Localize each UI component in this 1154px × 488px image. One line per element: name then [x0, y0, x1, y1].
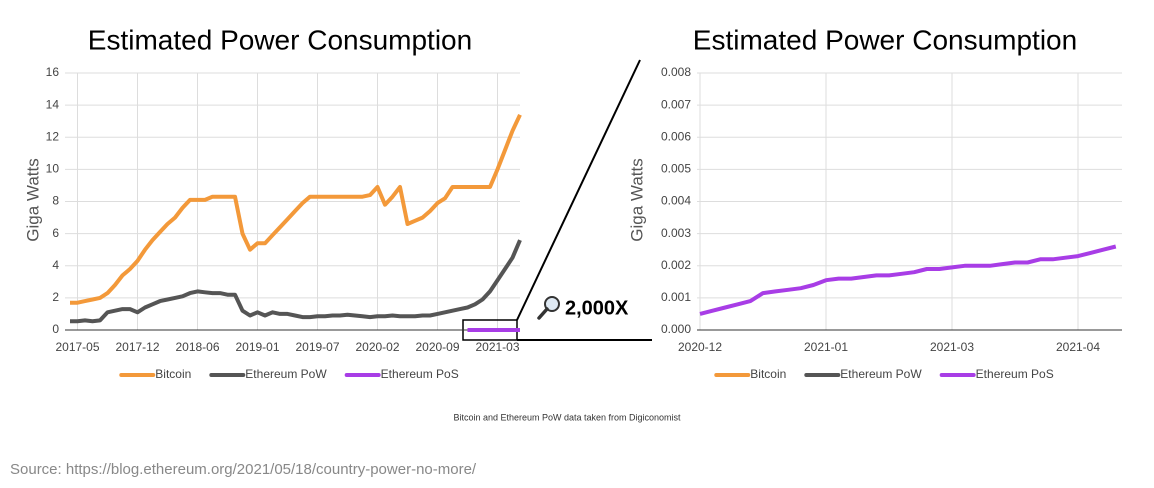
x-tick-label: 2019-07: [295, 340, 339, 354]
x-tick-label: 2021-03: [930, 340, 974, 354]
zoom-annotation: 2,000X: [565, 297, 629, 319]
y-tick-label: 0.001: [661, 290, 691, 304]
legend-label: Ethereum PoS: [381, 367, 459, 381]
zoom-line: [516, 59, 641, 321]
source: Source: https://blog.ethereum.org/2021/0…: [10, 461, 477, 478]
series-line: [70, 113, 522, 305]
x-tick-label: 2019-01: [235, 340, 279, 354]
y-tick-label: 0.008: [661, 65, 691, 79]
y-tick-label: 0.007: [661, 97, 691, 111]
legend-label: Ethereum PoW: [840, 367, 922, 381]
y-tick-label: 0: [52, 322, 59, 336]
y-tick-label: 10: [46, 162, 60, 176]
y-axis-label: Giga Watts: [627, 158, 646, 241]
legend-label: Bitcoin: [750, 367, 786, 381]
x-tick-label: 2020-12: [678, 340, 722, 354]
x-tick-label: 2017-05: [55, 340, 99, 354]
x-tick-label: 2018-06: [175, 340, 219, 354]
y-tick-label: 0.002: [661, 258, 691, 272]
x-tick-label: 2021-03: [475, 340, 519, 354]
series-line: [699, 244, 1117, 316]
y-tick-label: 0.000: [661, 322, 691, 336]
y-tick-label: 8: [52, 194, 59, 208]
legend: Bitcoin Ethereum PoW Ethereum PoS: [714, 367, 1054, 381]
x-tick-label: 2017-12: [115, 340, 159, 354]
y-tick-label: 6: [52, 226, 59, 240]
grid: [65, 72, 1122, 331]
x-tick-label: 2021-01: [804, 340, 848, 354]
y-tick-label: 0.005: [661, 162, 691, 176]
chart-title: Estimated Power Consumption: [88, 24, 472, 55]
legend-label: Ethereum PoW: [245, 367, 327, 381]
y-tick-label: 2: [52, 290, 59, 304]
y-tick-label: 14: [46, 97, 60, 111]
y-tick-label: 0.004: [661, 194, 691, 208]
x-tick-label: 2021-04: [1056, 340, 1100, 354]
series-line: [70, 239, 522, 324]
y-tick-label: 0.006: [661, 129, 691, 143]
legend-label: Bitcoin: [155, 367, 191, 381]
y-tick-label: 12: [46, 129, 60, 143]
y-tick-label: 16: [46, 65, 60, 79]
y-axis-label: Giga Watts: [23, 158, 42, 241]
y-tick-label: 4: [52, 258, 59, 272]
y-tick-label: 0.003: [661, 226, 691, 240]
legend: Bitcoin Ethereum PoW Ethereum PoS: [119, 367, 459, 381]
x-tick-label: 2020-02: [355, 340, 399, 354]
magnifier-icon: [537, 296, 560, 320]
chart-title: Estimated Power Consumption: [693, 24, 1077, 55]
footnote: Bitcoin and Ethereum PoW data taken from…: [453, 412, 681, 422]
x-tick-label: 2020-09: [415, 340, 459, 354]
legend-label: Ethereum PoS: [976, 367, 1054, 381]
